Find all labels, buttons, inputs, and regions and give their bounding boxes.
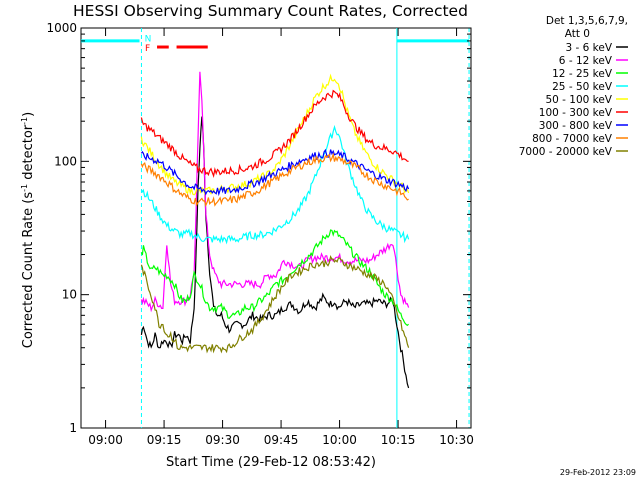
y-tick-label-0: 1 [69, 421, 77, 435]
legend-label-4: 50 - 100 keV [545, 94, 612, 106]
x-tick-label-1: 09:15 [147, 433, 182, 447]
status-bar-label-3: F [145, 44, 150, 54]
series-line-4 [140, 73, 410, 196]
series-line-3 [140, 124, 410, 245]
series-layer [140, 71, 410, 389]
x-tick-label-4: 10:00 [322, 433, 357, 447]
legend-label-2: 12 - 25 keV [552, 68, 613, 80]
x-tick-label-6: 10:30 [439, 433, 474, 447]
y-axis-label-sup-1: -1 [20, 184, 29, 192]
footer-timestamp: 29-Feb-2012 23:09 [560, 468, 636, 477]
legend-header-line-1: Det 1,3,5,6,7,9, [546, 15, 628, 27]
series-line-5 [140, 89, 409, 179]
y-axis-label: Corrected Count Rate (s-1 detector-1) [20, 112, 36, 348]
status-bars: NF [81, 34, 470, 54]
y-axis-label-part-1: Corrected Count Rate (s [21, 192, 36, 349]
legend-label-5: 100 - 300 keV [539, 107, 613, 119]
vertical-markers [140, 28, 470, 428]
legend-label-0: 3 - 6 keV [565, 42, 612, 54]
x-axis-label: Start Time (29-Feb-12 08:53:42) [166, 455, 376, 470]
y-tick-label-3: 1000 [46, 21, 77, 35]
legend-label-3: 25 - 50 keV [552, 81, 613, 93]
legend-label-1: 6 - 12 keV [559, 55, 613, 67]
y-axis-label-part-2: detector [21, 124, 36, 184]
legend-header-line-2: Att 0 [565, 28, 590, 40]
x-tick-label-2: 09:30 [205, 433, 240, 447]
y-tick-label-2: 100 [54, 154, 77, 168]
status-bar-label-2: N [145, 34, 152, 44]
series-line-8 [140, 255, 410, 354]
axes-layer: 09:00 09:15 09:30 09:45 10:00 10:15 10:30 1 10 10… [46, 21, 473, 447]
y-tick-label-1: 10 [62, 288, 77, 302]
y-axis-label-part-3: ) [21, 112, 36, 117]
series-line-0 [140, 116, 410, 389]
plot-frame [80, 27, 472, 429]
legend-label-6: 300 - 800 keV [539, 120, 613, 132]
x-tick-label-5: 10:15 [381, 433, 416, 447]
y-axis-label-sup-2: -1 [20, 117, 29, 125]
x-tick-label-3: 09:45 [264, 433, 299, 447]
series-line-7 [140, 152, 409, 208]
legend-label-8: 7000 - 20000 keV [519, 146, 613, 158]
x-tick-label-0: 09:00 [88, 433, 123, 447]
legend-label-7: 800 - 7000 keV [532, 133, 613, 145]
chart-title: HESSI Observing Summary Count Rates, Cor… [73, 2, 468, 20]
series-line-2 [140, 229, 409, 327]
